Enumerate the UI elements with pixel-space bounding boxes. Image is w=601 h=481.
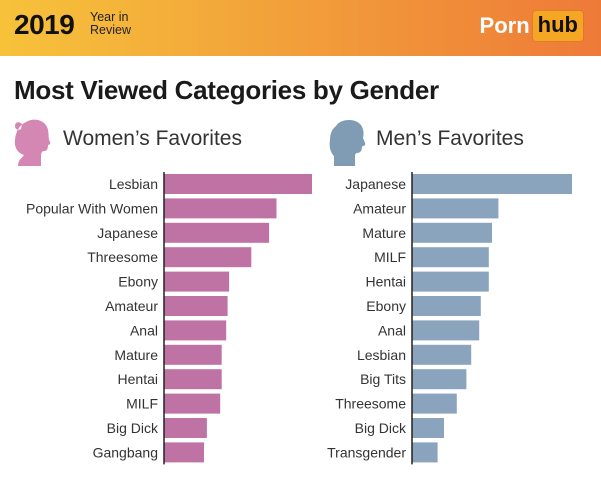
brand-logo-part1: Porn bbox=[479, 13, 530, 38]
men-bar-anal bbox=[412, 320, 480, 341]
year-sub-line-2: Review bbox=[90, 23, 131, 37]
women-bar-lesbian bbox=[164, 174, 312, 194]
men-category-label: Japanese bbox=[345, 176, 406, 192]
year-label: 2019 bbox=[14, 9, 75, 40]
women-bar-ebony bbox=[164, 271, 230, 292]
women-category-label: Big Dick bbox=[107, 420, 159, 436]
women-category-label: Mature bbox=[114, 347, 158, 363]
men-bar-transgender bbox=[412, 442, 438, 463]
women-bar-milf bbox=[164, 393, 221, 414]
men-bar-big-dick bbox=[412, 418, 444, 438]
men-bar-amateur bbox=[412, 198, 499, 219]
page-title: Most Viewed Categories by Gender bbox=[14, 75, 439, 105]
men-category-label: Transgender bbox=[327, 444, 406, 460]
women-category-label: Japanese bbox=[97, 225, 158, 241]
women-bar-hentai bbox=[164, 369, 222, 390]
women-panel-title: Women’s Favorites bbox=[63, 127, 242, 150]
men-category-label: Hentai bbox=[366, 274, 406, 290]
men-bar-threesome bbox=[412, 393, 457, 414]
year-in-review-label: Year in Review bbox=[90, 11, 131, 37]
men-category-label: Ebony bbox=[366, 298, 406, 314]
men-panel-title: Men’s Favorites bbox=[376, 127, 524, 150]
men-category-label: Lesbian bbox=[357, 347, 406, 363]
woman-head-silhouette-icon bbox=[14, 119, 51, 166]
header-banner: 2019 Year in Review Porn hub bbox=[0, 0, 601, 56]
men-category-label: Threesome bbox=[335, 396, 406, 412]
men-bar-mature bbox=[412, 222, 492, 243]
women-bar-gangbang bbox=[164, 442, 204, 463]
women-bar-amateur bbox=[164, 296, 228, 316]
men-bar-japanese bbox=[412, 174, 572, 194]
man-head-silhouette-icon bbox=[329, 120, 366, 166]
women-category-label: Lesbian bbox=[109, 176, 158, 192]
women-category-label: Amateur bbox=[105, 298, 158, 314]
women-bar-threesome bbox=[164, 247, 252, 268]
women-bar-anal bbox=[164, 320, 227, 341]
women-category-label: Ebony bbox=[118, 274, 158, 290]
men-category-label: MILF bbox=[374, 249, 406, 265]
women-category-label: Popular With Women bbox=[26, 200, 158, 216]
men-category-label: Mature bbox=[362, 225, 406, 241]
men-bar-big-tits bbox=[412, 369, 467, 390]
women-bar-japanese bbox=[164, 222, 270, 243]
men-category-label: Big Tits bbox=[360, 371, 406, 387]
women-category-label: Hentai bbox=[118, 371, 158, 387]
men-category-label: Anal bbox=[378, 322, 406, 338]
women-category-label: Anal bbox=[130, 322, 158, 338]
women-bar-popular-with-women bbox=[164, 198, 277, 219]
men-bar-milf bbox=[412, 247, 489, 268]
year-sub-line-1: Year in bbox=[90, 10, 129, 24]
men-bar-hentai bbox=[412, 271, 489, 292]
women-category-label: Gangbang bbox=[93, 444, 158, 460]
men-bar-lesbian bbox=[412, 344, 472, 365]
women-bar-mature bbox=[164, 344, 222, 365]
brand-logo: Porn hub bbox=[480, 11, 583, 41]
brand-logo-part2: hub bbox=[532, 11, 583, 41]
women-category-label: Threesome bbox=[87, 249, 158, 265]
men-bar-ebony bbox=[412, 296, 481, 316]
men-category-label: Amateur bbox=[353, 200, 406, 216]
women-bar-big-dick bbox=[164, 418, 207, 438]
women-category-label: MILF bbox=[126, 396, 158, 412]
men-category-label: Big Dick bbox=[355, 420, 407, 436]
